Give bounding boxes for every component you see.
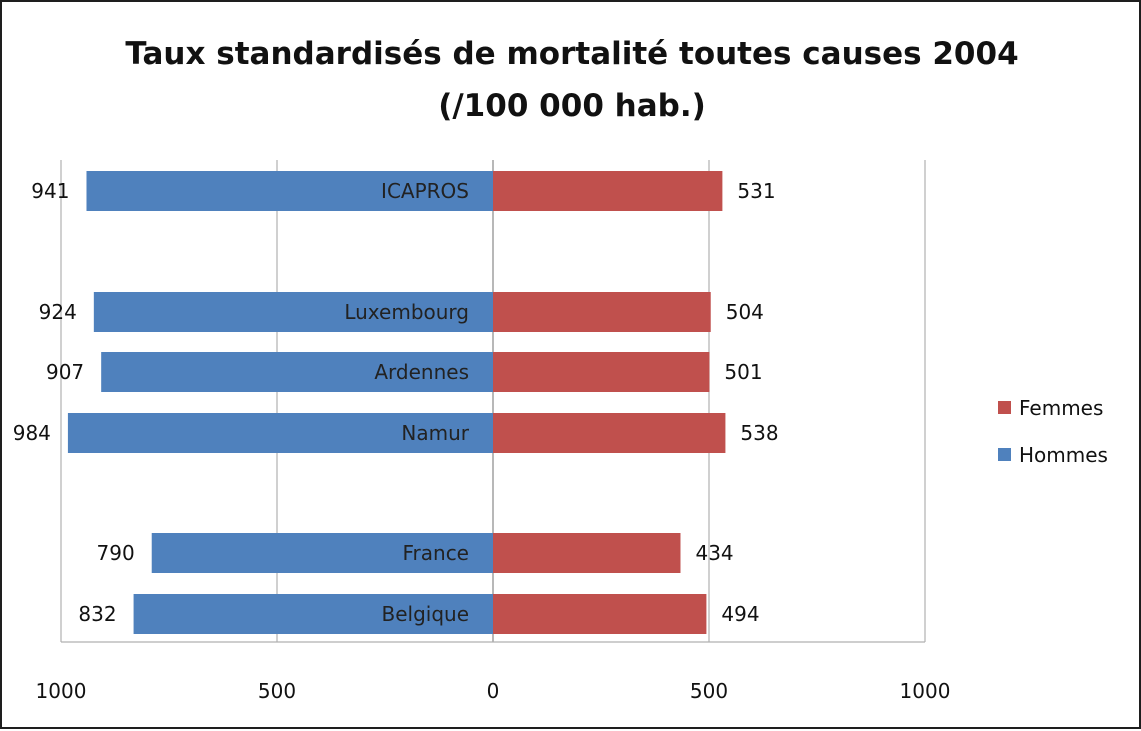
bar-hommes-namur xyxy=(67,413,494,453)
bar-femmes-namur xyxy=(493,413,726,453)
grid-lines xyxy=(60,160,926,643)
category-label-belgique: Belgique xyxy=(381,602,469,626)
category-label-namur: Namur xyxy=(401,421,469,445)
value-label-femmes-belgique: 494 xyxy=(721,602,759,626)
legend-swatch-hommes xyxy=(998,448,1011,461)
value-label-femmes-luxembourg: 504 xyxy=(726,300,764,324)
legend-label-femmes: Femmes xyxy=(1019,396,1103,420)
bar-femmes-belgique xyxy=(493,594,707,634)
chart-title: Taux standardisés de mortalité toutes ca… xyxy=(125,36,1018,72)
value-label-femmes-france: 434 xyxy=(695,541,733,565)
bar-femmes-luxembourg xyxy=(493,292,711,332)
bar-hommes-ardennes xyxy=(101,352,494,392)
value-label-femmes-icapros: 531 xyxy=(737,179,775,203)
category-label-icapros: ICAPROS xyxy=(381,179,469,203)
value-label-hommes-ardennes: 907 xyxy=(46,360,84,384)
bar-femmes-france xyxy=(493,533,681,573)
x-tick-labels: 1000 500 0 500 1000 xyxy=(36,679,951,703)
x-tick-label-500: 500 xyxy=(690,679,728,703)
x-tick-label-neg1000: 1000 xyxy=(36,679,87,703)
value-label-hommes-icapros: 941 xyxy=(31,179,69,203)
bar-femmes-icapros xyxy=(493,171,723,211)
legend-swatch-femmes xyxy=(998,401,1011,414)
category-label-france: France xyxy=(402,541,469,565)
bar-hommes-belgique xyxy=(133,594,494,634)
bar-hommes-icapros xyxy=(86,171,493,211)
category-label-ardennes: Ardennes xyxy=(374,360,469,384)
bar-hommes-france xyxy=(151,533,493,573)
value-label-hommes-luxembourg: 924 xyxy=(39,300,77,324)
bars-group: ICAPROS 941 531 Luxembourg 924 504 Ardennes 907… xyxy=(13,171,779,634)
value-label-femmes-namur: 538 xyxy=(740,421,778,445)
category-label-luxembourg: Luxembourg xyxy=(344,300,469,324)
x-tick-label-0: 0 xyxy=(487,679,500,703)
bar-hommes-luxembourg xyxy=(93,292,493,332)
chart-subtitle: (/100 000 hab.) xyxy=(438,88,706,124)
value-label-hommes-namur: 984 xyxy=(13,421,51,445)
bar-femmes-ardennes xyxy=(493,352,710,392)
value-label-femmes-ardennes: 501 xyxy=(724,360,762,384)
x-tick-label-neg500: 500 xyxy=(258,679,296,703)
value-label-hommes-belgique: 832 xyxy=(78,602,116,626)
x-tick-label-1000: 1000 xyxy=(900,679,951,703)
value-label-hommes-france: 790 xyxy=(97,541,135,565)
legend: Femmes Hommes xyxy=(998,396,1108,467)
legend-label-hommes: Hommes xyxy=(1019,443,1108,467)
